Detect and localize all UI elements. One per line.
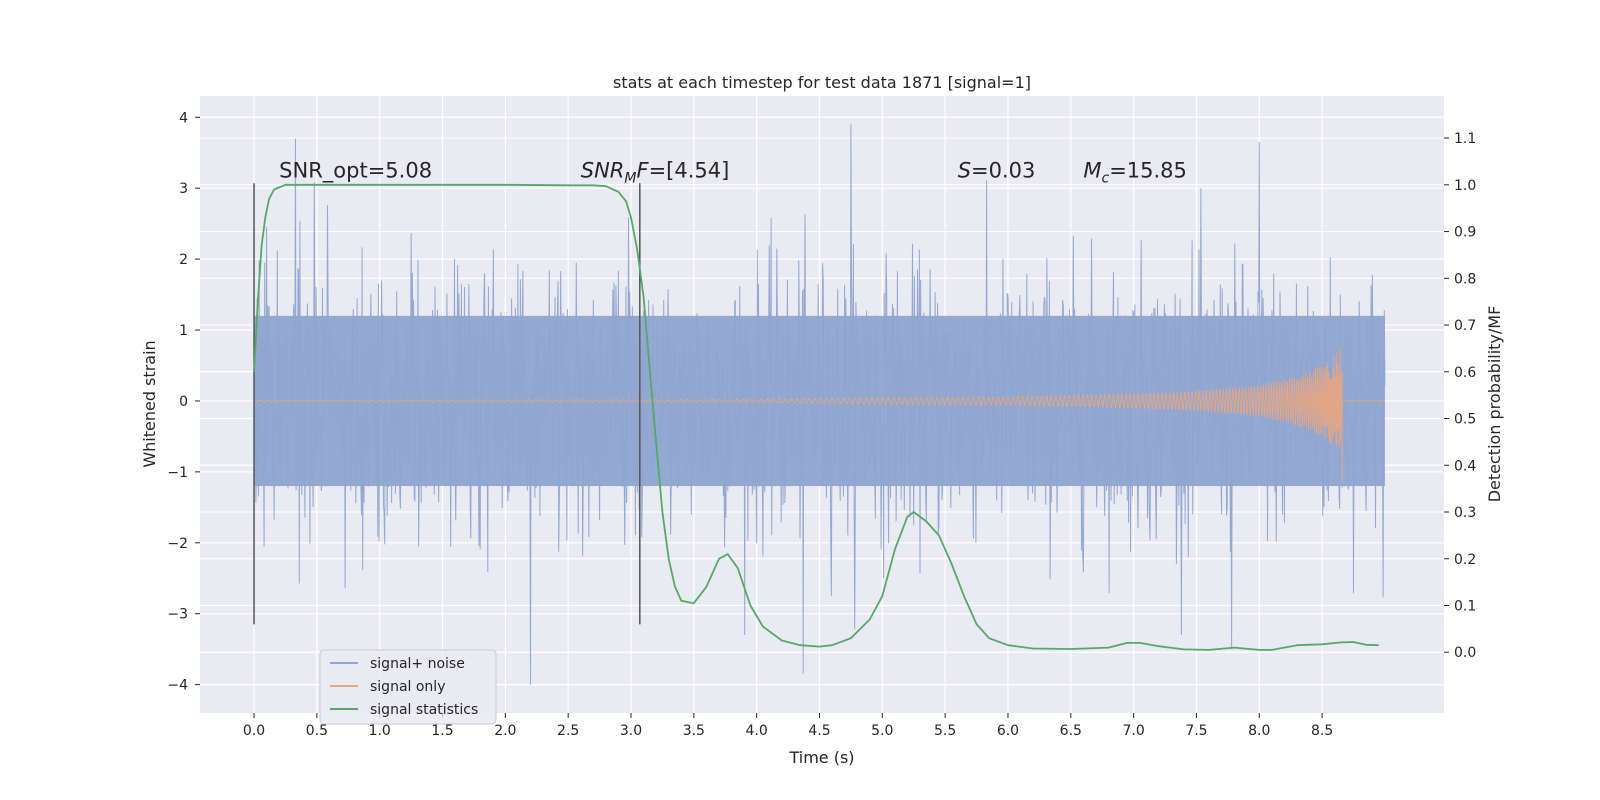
y-tick-label: 2	[179, 252, 188, 268]
x-tick-label: 3.0	[620, 723, 642, 739]
annotation-part: SNR	[581, 159, 625, 183]
y-tick-label: 4	[179, 110, 188, 126]
annotation-part: c	[1101, 171, 1109, 187]
chart-title: stats at each timestep for test data 187…	[613, 73, 1031, 92]
x-tick-label: 8.0	[1248, 723, 1270, 739]
y-tick-label: −2	[167, 536, 188, 552]
y2-tick-label: 0.9	[1454, 225, 1476, 241]
y-tick-label: −1	[167, 465, 188, 481]
y2-tick-label: 0.8	[1454, 271, 1476, 287]
y2-tick-label: 0.0	[1454, 645, 1476, 661]
y2-tick-label: 0.7	[1454, 318, 1476, 334]
x-tick-label: 0.5	[306, 723, 328, 739]
y-tick-label: 1	[179, 323, 188, 339]
annotation-part: S	[958, 159, 971, 183]
annotation-part: =15.85	[1109, 159, 1187, 183]
y-axis-label: Whitened strain	[140, 340, 159, 467]
x-axis-label: Time (s)	[788, 748, 854, 767]
annotation-part: M	[624, 171, 636, 187]
x-tick-label: 3.5	[683, 723, 705, 739]
annotation-0: SNR_opt=5.08	[279, 159, 432, 184]
x-tick-label: 6.5	[1060, 723, 1082, 739]
legend-label-noise: signal+ noise	[370, 656, 465, 672]
annotation-3: Mc=15.85	[1083, 159, 1187, 187]
annotation-part: M	[1083, 159, 1101, 183]
x-tick-label: 4.5	[808, 723, 830, 739]
annotation-part: F	[636, 159, 649, 183]
y2-tick-label: 0.5	[1454, 412, 1476, 428]
signal-only-line	[253, 346, 1385, 483]
x-tick-label: 8.5	[1311, 723, 1333, 739]
y2-tick-label: 0.3	[1454, 505, 1476, 521]
x-tick-label: 1.5	[431, 723, 453, 739]
y2-tick-label: 1.0	[1454, 178, 1476, 194]
marker-lines	[253, 183, 641, 625]
annotation-2: S=0.03	[958, 159, 1036, 183]
y-tick-label: 0	[179, 394, 188, 410]
annotation-part: =[4.54]	[649, 159, 730, 183]
signal-only-series	[253, 346, 1385, 483]
signal-statistics-series	[253, 183, 1379, 651]
x-tick-label: 2.5	[557, 723, 579, 739]
y2-tick-label: 0.4	[1454, 458, 1476, 474]
annotation-part: SNR_opt=5.08	[279, 159, 432, 184]
legend: signal+ noise signal only signal statist…	[319, 649, 497, 725]
x-tick-label: 7.0	[1122, 723, 1144, 739]
x-tick-label: 0.0	[243, 723, 265, 739]
legend-label-signal: signal only	[370, 679, 445, 695]
y2-axis-label: Detection probability/MF	[1485, 306, 1504, 503]
signal-statistics-line	[253, 183, 1379, 651]
x-tick-label: 2.0	[494, 723, 516, 739]
x-tick-label: 6.0	[997, 723, 1019, 739]
y-tick-label: −4	[167, 678, 188, 694]
y-tick-label: 3	[179, 181, 188, 197]
x-tick-label: 4.0	[746, 723, 768, 739]
annotation-part: =0.03	[971, 159, 1035, 183]
legend-box	[319, 649, 497, 725]
x-tick-label: 1.0	[369, 723, 391, 739]
annotation-1: SNRMF=[4.54]	[581, 159, 730, 187]
x-tick-label: 5.5	[934, 723, 956, 739]
y2-tick-label: 1.1	[1454, 131, 1476, 147]
legend-label-stats: signal statistics	[370, 702, 478, 718]
ticks: 0.0 0.5 1.0 1.5 2.0 2.5 3.0 3.5 4.0 4.5 5.0 5.5 6.0 6…	[167, 110, 1476, 739]
y2-tick-label: 0.1	[1454, 598, 1476, 614]
x-tick-label: 5.0	[871, 723, 893, 739]
annotations: SNR_opt=5.08 SNRMF=[4.54] S=0.03 Mc=15.85	[279, 159, 1187, 187]
x-tick-label: 7.5	[1185, 723, 1207, 739]
y-tick-label: −3	[167, 607, 188, 623]
y2-tick-label: 0.6	[1454, 365, 1476, 381]
y2-tick-label: 0.2	[1454, 552, 1476, 568]
